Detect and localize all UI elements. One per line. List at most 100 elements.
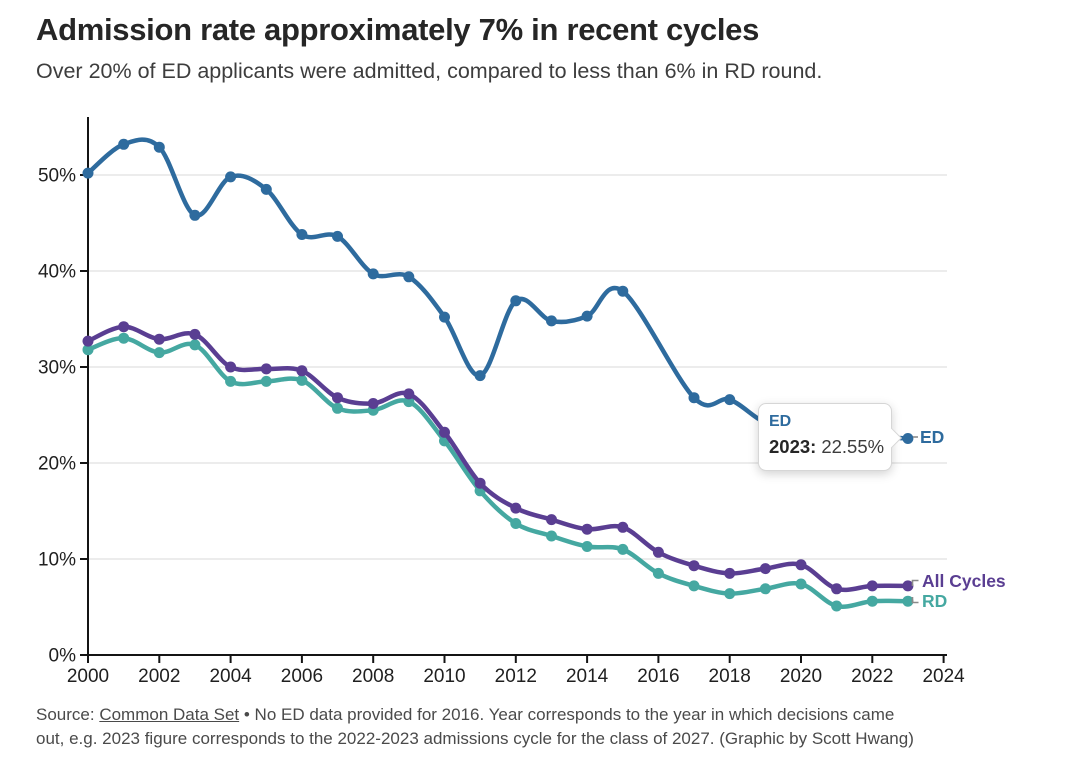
data-point-rd[interactable] <box>902 595 914 607</box>
source-prefix: Source: <box>36 705 100 724</box>
data-point-rd[interactable] <box>296 374 308 386</box>
chart-title: Admission rate approximately 7% in recen… <box>36 12 760 47</box>
data-point-all-cycles[interactable] <box>332 392 343 404</box>
tooltip-year-label: 2023: <box>769 436 817 457</box>
tooltip-value: 22.55% <box>821 436 885 457</box>
data-point-rd[interactable] <box>688 580 700 592</box>
series-label-all-cycles: All Cycles <box>922 571 1006 591</box>
y-axis-label: 0% <box>49 646 77 667</box>
data-point-all-cycles[interactable] <box>902 580 914 592</box>
x-axis-label: 2018 <box>709 666 751 687</box>
data-point-all-cycles[interactable] <box>581 523 593 535</box>
data-point-all-cycles[interactable] <box>82 335 94 347</box>
data-point-all-cycles[interactable] <box>724 567 736 579</box>
data-point-all-cycles[interactable] <box>652 546 664 558</box>
data-point-all-cycles[interactable] <box>260 363 272 375</box>
data-point-rd[interactable] <box>581 541 593 552</box>
data-point-ed[interactable] <box>439 311 450 323</box>
data-point-all-cycles[interactable] <box>759 563 771 575</box>
data-point-rd[interactable] <box>225 375 237 387</box>
chart-subtitle: Over 20% of ED applicants were admitted,… <box>36 59 823 83</box>
data-point-rd[interactable] <box>510 518 522 529</box>
data-point-all-cycles[interactable] <box>189 328 201 340</box>
data-point-rd[interactable] <box>153 347 165 359</box>
data-point-all-cycles[interactable] <box>403 388 415 400</box>
data-point-ed[interactable] <box>296 229 308 240</box>
data-point-ed[interactable] <box>902 433 914 444</box>
x-axis-label: 2010 <box>423 666 465 687</box>
x-axis-label: 2002 <box>138 666 180 687</box>
data-point-all-cycles[interactable] <box>474 477 486 489</box>
data-point-all-cycles[interactable] <box>866 580 878 592</box>
series-label-rd: RD <box>922 591 948 611</box>
x-axis-label: 2004 <box>209 666 252 687</box>
data-point-ed[interactable] <box>724 394 736 406</box>
data-point-rd[interactable] <box>332 402 343 414</box>
data-point-all-cycles[interactable] <box>118 321 130 333</box>
data-point-all-cycles[interactable] <box>546 514 557 526</box>
data-point-rd[interactable] <box>403 396 415 408</box>
data-point-rd[interactable] <box>652 567 664 579</box>
x-axis-label: 2014 <box>566 666 609 687</box>
data-point-ed[interactable] <box>474 370 486 382</box>
y-axis-label: 10% <box>38 550 76 571</box>
series-label-ed: ED <box>920 427 945 447</box>
x-axis-label: 2000 <box>67 666 109 687</box>
y-axis-label: 20% <box>38 454 76 475</box>
tooltip: ED 2023: 22.55% <box>758 403 902 471</box>
data-point-rd[interactable] <box>724 588 736 600</box>
data-point-rd[interactable] <box>546 530 557 542</box>
data-point-all-cycles[interactable] <box>617 521 629 533</box>
x-axis-label: 2016 <box>637 666 679 687</box>
data-point-ed[interactable] <box>546 315 557 327</box>
series-line-ed[interactable] <box>85 137 911 441</box>
y-axis-label: 40% <box>38 262 76 283</box>
data-point-rd[interactable] <box>118 332 130 344</box>
connector-rd <box>911 597 919 604</box>
x-axis-label: 2022 <box>851 666 893 687</box>
source-link[interactable]: Common Data Set <box>99 705 240 724</box>
data-point-ed[interactable] <box>189 209 201 221</box>
data-point-all-cycles[interactable] <box>831 583 843 595</box>
tooltip-value-line: 2023: 22.55% <box>769 436 891 457</box>
data-point-ed[interactable] <box>688 392 700 404</box>
data-point-ed[interactable] <box>260 183 272 195</box>
data-point-ed[interactable] <box>153 141 165 153</box>
source-text-line1: • No ED data provided for 2016. Year cor… <box>239 705 895 724</box>
data-point-ed[interactable] <box>581 310 593 322</box>
data-point-rd[interactable] <box>189 339 201 351</box>
data-point-all-cycles[interactable] <box>795 559 807 571</box>
x-axis-label: 2006 <box>281 666 323 687</box>
data-point-rd[interactable] <box>82 344 94 356</box>
x-axis-label: 2008 <box>352 666 394 687</box>
source-note: Source: Common Data Set • No ED data pro… <box>36 703 1048 751</box>
data-point-rd[interactable] <box>795 578 807 590</box>
data-point-all-cycles[interactable] <box>439 426 450 438</box>
data-point-rd[interactable] <box>759 583 771 595</box>
y-axis-label: 30% <box>38 358 76 379</box>
data-point-all-cycles[interactable] <box>296 365 308 377</box>
data-point-all-cycles[interactable] <box>367 398 379 409</box>
data-point-all-cycles[interactable] <box>688 560 700 572</box>
data-point-rd[interactable] <box>260 375 272 387</box>
y-axis-label: 50% <box>38 166 76 187</box>
tooltip-series-label: ED <box>769 413 792 430</box>
data-point-rd[interactable] <box>866 595 878 607</box>
data-point-ed[interactable] <box>367 268 379 280</box>
data-point-all-cycles[interactable] <box>225 361 237 373</box>
data-point-all-cycles[interactable] <box>510 502 522 514</box>
data-point-all-cycles[interactable] <box>153 333 165 345</box>
data-point-ed[interactable] <box>510 295 522 307</box>
data-point-ed[interactable] <box>403 271 415 283</box>
data-point-rd[interactable] <box>831 600 843 612</box>
data-point-ed[interactable] <box>118 138 130 150</box>
data-point-rd[interactable] <box>617 543 629 555</box>
data-point-ed[interactable] <box>225 171 237 183</box>
data-point-ed[interactable] <box>332 230 343 242</box>
data-point-ed[interactable] <box>82 167 94 179</box>
data-point-ed[interactable] <box>617 285 629 297</box>
connector-all-cycles <box>911 579 919 586</box>
x-axis-label: 2012 <box>495 666 537 687</box>
